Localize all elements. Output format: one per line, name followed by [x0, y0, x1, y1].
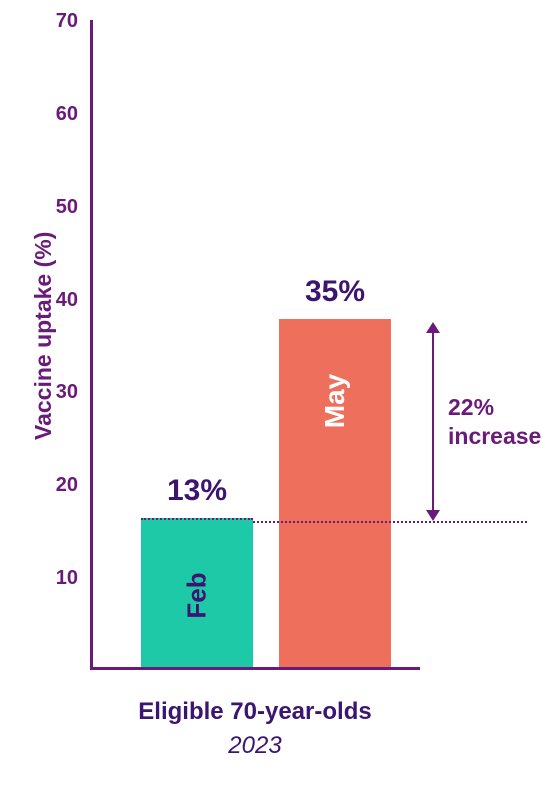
- may-bar: May35%: [279, 319, 391, 667]
- x-axis-subtitle: 2023: [90, 732, 420, 760]
- plot-area: Feb13%May35%: [90, 20, 420, 670]
- increase-arrow-line: [432, 329, 434, 515]
- vaccine-uptake-chart: Vaccine uptake (%) Feb13%May35% Eligible…: [0, 0, 543, 787]
- feb-bar-category-label: Feb: [182, 572, 213, 618]
- feb-bar: Feb13%: [141, 518, 253, 667]
- y-tick-label: 70: [0, 10, 78, 33]
- increase-arrow-head-up-icon: [426, 322, 440, 333]
- y-tick-label: 40: [0, 289, 78, 312]
- y-tick-label: 20: [0, 474, 78, 497]
- y-tick-label: 10: [0, 567, 78, 590]
- increase-annotation-line1: 22%: [448, 394, 494, 420]
- y-axis-title: Vaccine uptake (%): [30, 232, 57, 440]
- increase-annotation-line2: increase: [448, 423, 541, 449]
- reference-dashed-line: [253, 521, 527, 523]
- y-tick-label: 30: [0, 381, 78, 404]
- may-bar-value-label: 35%: [305, 275, 365, 309]
- x-axis-title: Eligible 70-year-olds: [90, 698, 420, 726]
- y-tick-label: 50: [0, 196, 78, 219]
- y-tick-label: 60: [0, 103, 78, 126]
- feb-bar-value-label: 13%: [167, 474, 227, 508]
- may-bar-category-label: May: [319, 374, 351, 428]
- increase-annotation-text: 22% increase: [448, 393, 541, 451]
- increase-arrow-head-down-icon: [426, 510, 440, 521]
